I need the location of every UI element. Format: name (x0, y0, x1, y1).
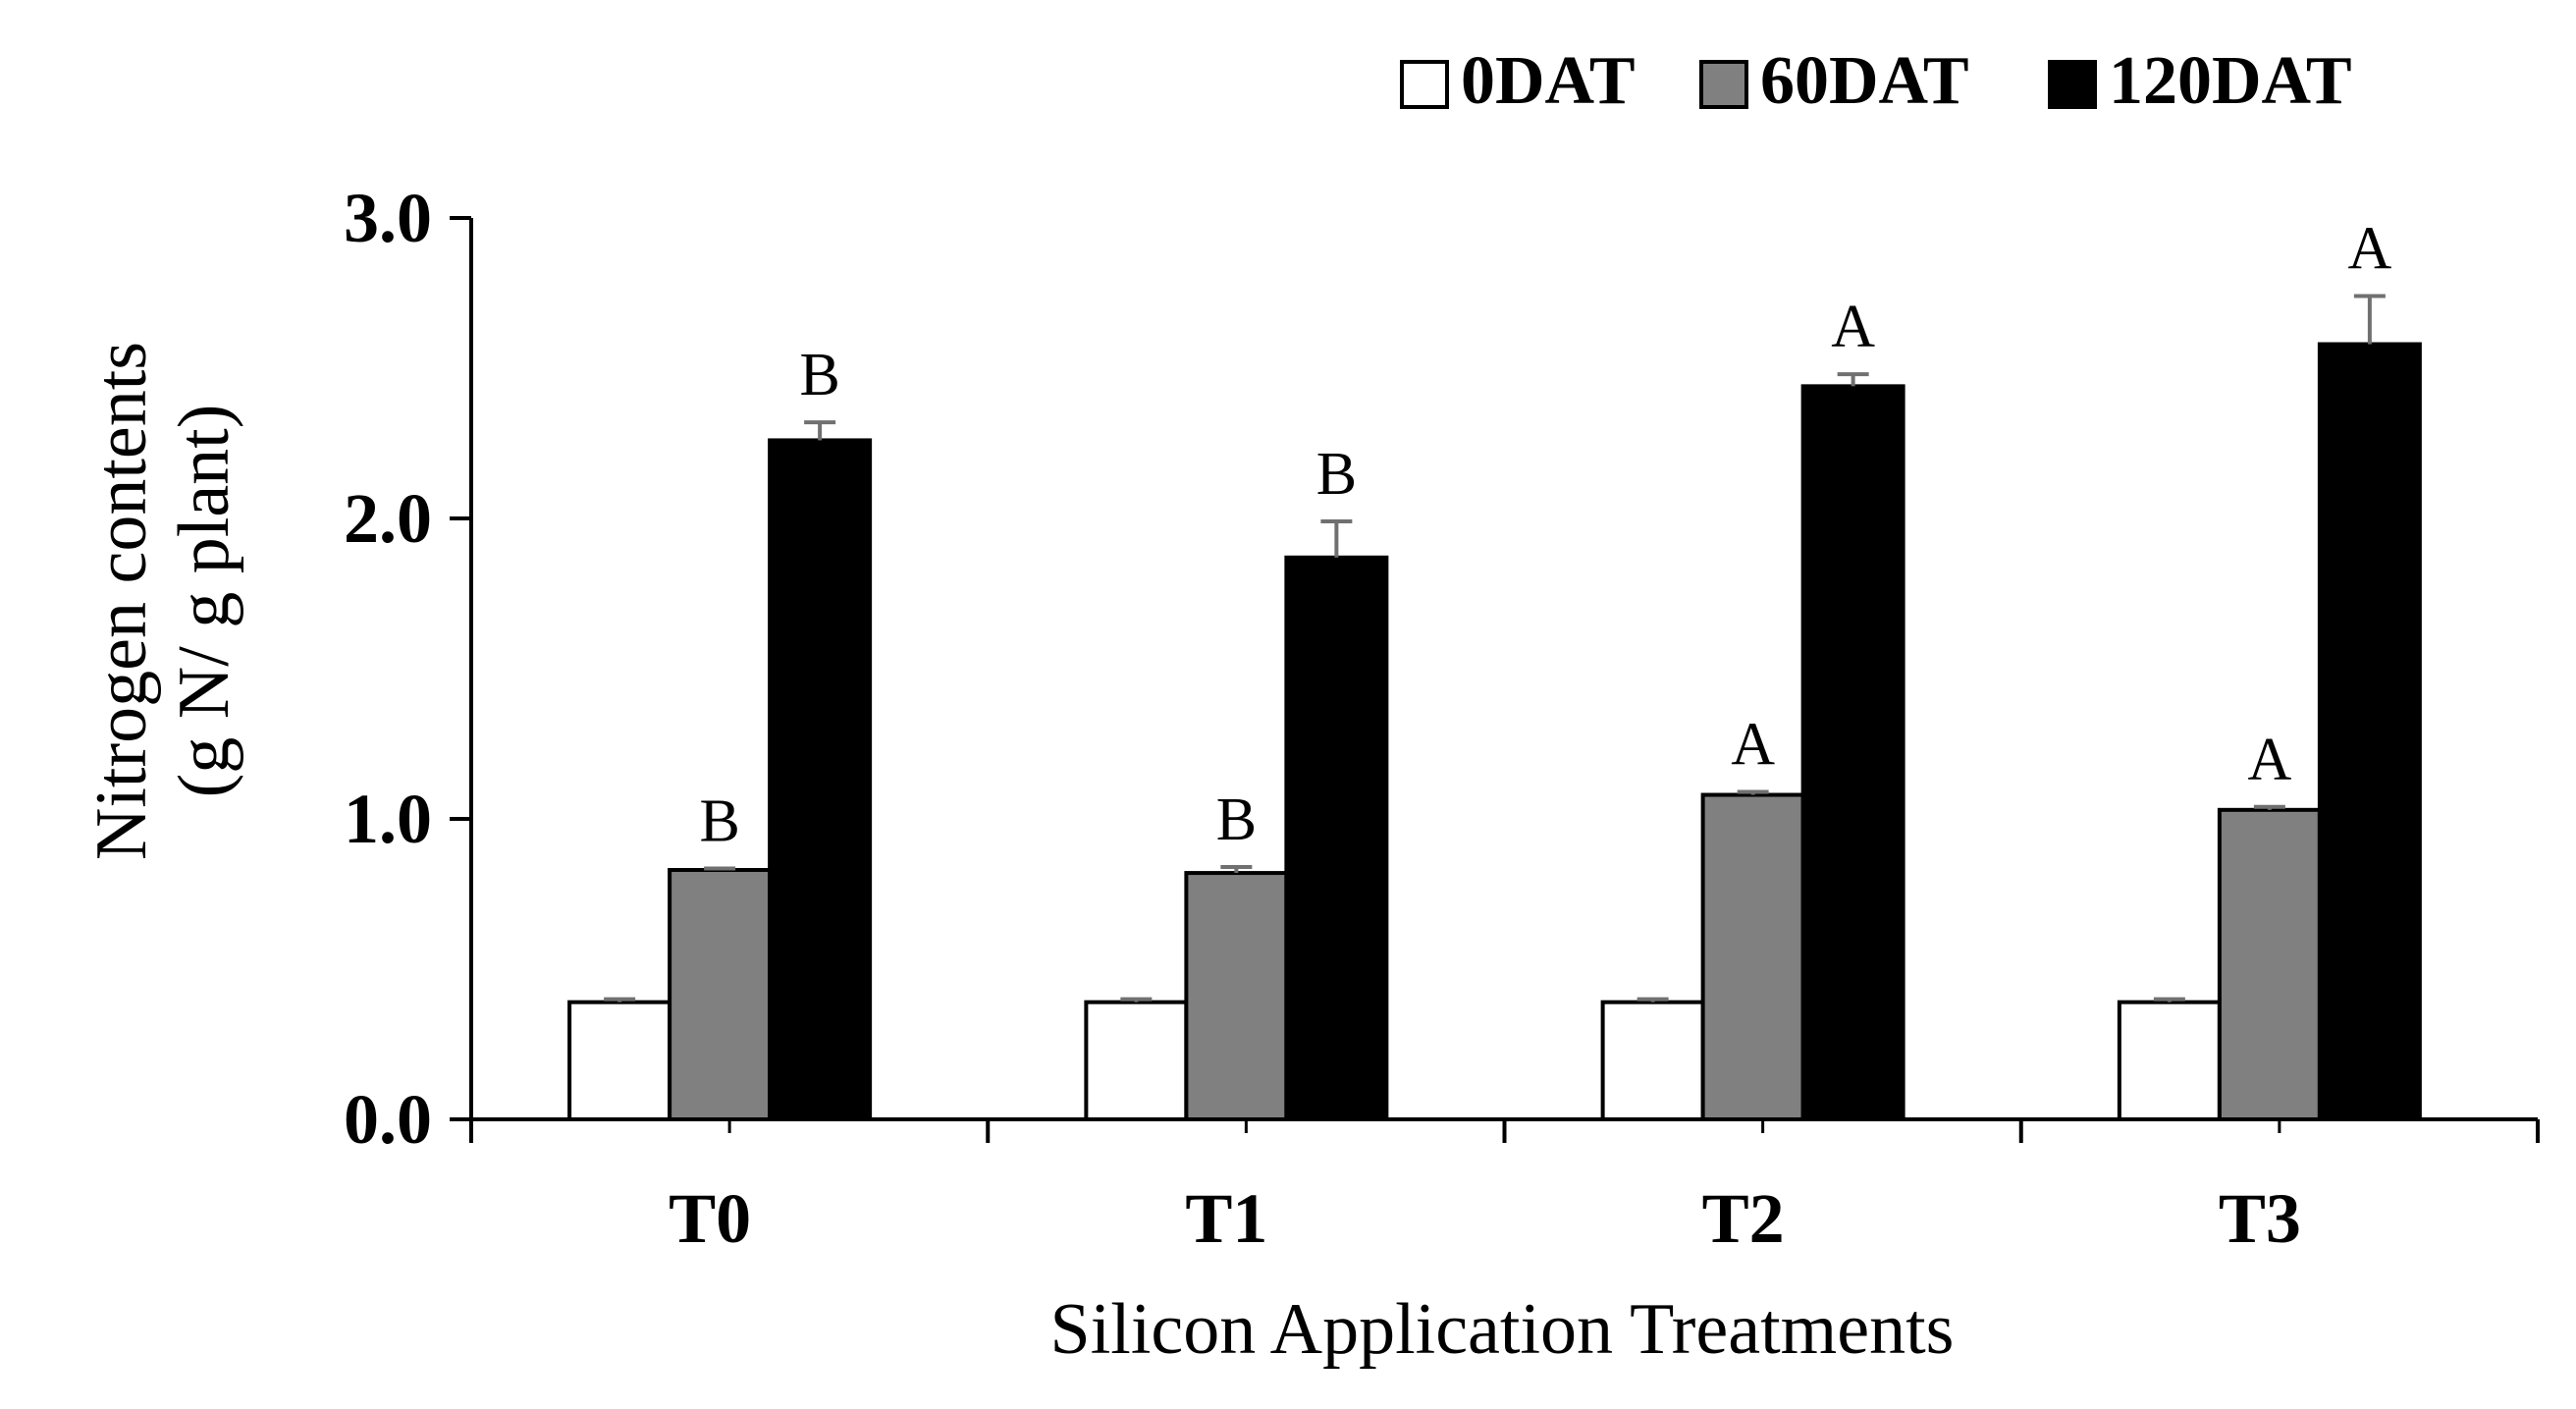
significance-label: B (1316, 441, 1357, 508)
significance-label: B (699, 787, 739, 854)
significance-label: B (799, 342, 839, 408)
error-bars (604, 294, 2386, 1003)
legend-label-0DAT: 0DAT (1461, 43, 1636, 119)
bar-0DAT-T0 (567, 1000, 672, 1121)
x-tick-label: T0 (669, 1179, 751, 1258)
bar-120DAT-T2 (1800, 384, 1905, 1121)
x-axis: T0 T1 T2 T3 (469, 1117, 2540, 1258)
bar-0DAT-T2 (1600, 1000, 1705, 1121)
x-tick-label: T3 (2219, 1179, 2301, 1258)
legend-swatch-60DAT (1699, 60, 1748, 109)
significance-label: A (1831, 294, 1875, 360)
y-axis: 0.0 1.0 2.0 3.0 (344, 179, 473, 1159)
legend-label-120DAT: 120DAT (2109, 43, 2352, 119)
y-tick-label: 2.0 (344, 479, 432, 558)
significance-label: A (1731, 711, 1775, 778)
x-tick-label: T2 (1702, 1179, 1785, 1258)
bar-60DAT-T2 (1700, 792, 1805, 1122)
y-axis-title-line2: (g N/ g plant) (164, 405, 244, 798)
bar-0DAT-T3 (2117, 1000, 2222, 1121)
legend-label-60DAT: 60DAT (1760, 43, 1969, 119)
significance-label: B (1216, 786, 1257, 853)
bar-120DAT-T0 (768, 438, 873, 1121)
significance-labels: B B B B A A A A (699, 216, 2391, 855)
bar-120DAT-T3 (2317, 342, 2422, 1121)
x-axis-title: Silicon Application Treatments (1050, 1289, 1955, 1370)
legend-swatch-120DAT (2048, 60, 2097, 109)
y-tick-label: 0.0 (344, 1080, 432, 1159)
y-tick-label: 1.0 (344, 780, 432, 858)
bar-60DAT-T1 (1184, 871, 1289, 1122)
y-axis-title-line1: Nitrogen contents (81, 342, 162, 860)
legend-swatch-0DAT (1400, 60, 1449, 109)
bar-60DAT-T0 (668, 868, 773, 1122)
bar-120DAT-T1 (1284, 555, 1389, 1121)
significance-label: A (2247, 727, 2291, 793)
bar-0DAT-T1 (1084, 1000, 1189, 1121)
legend: 0DAT 60DAT 120DAT (1400, 43, 2352, 119)
y-tick-label: 3.0 (344, 179, 432, 257)
bars (567, 342, 2422, 1122)
significance-label: A (2347, 216, 2391, 283)
x-tick-label: T1 (1185, 1179, 1267, 1258)
bar-60DAT-T3 (2217, 807, 2322, 1121)
